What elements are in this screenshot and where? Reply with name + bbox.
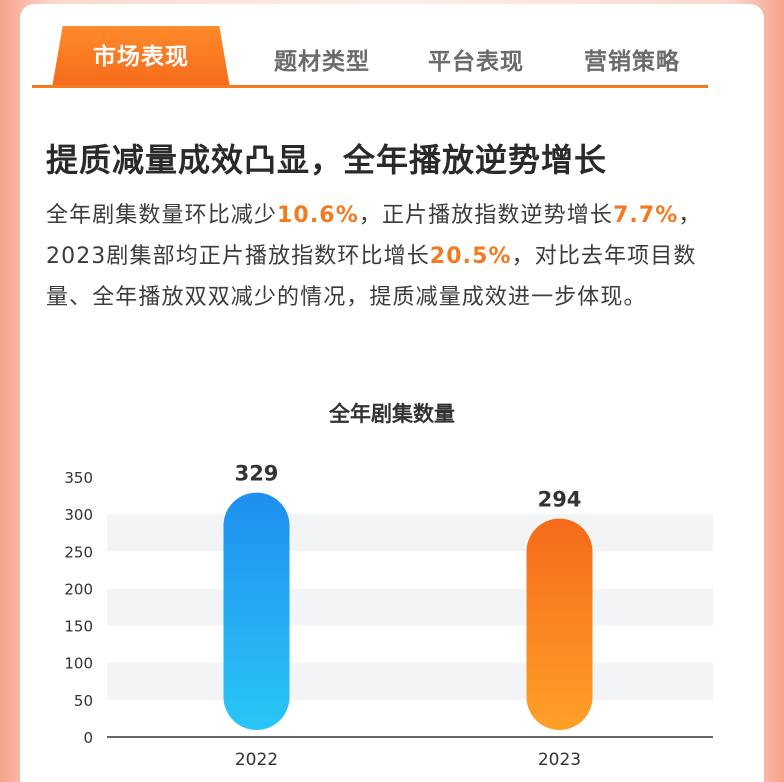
bar-2023 bbox=[526, 518, 593, 730]
tab-platform-performance[interactable]: 平台表现 bbox=[428, 49, 524, 75]
y-tick-label: 0 bbox=[83, 729, 93, 747]
summary-paragraph: 全年剧集数量环比减少10.6%，正片播放指数逆势增长7.7%，2023剧集部均正… bbox=[46, 195, 702, 318]
highlight-play-growth: 7.7% bbox=[612, 203, 679, 228]
highlight-count-change: 10.6% bbox=[277, 203, 359, 228]
grid-band bbox=[107, 588, 713, 626]
headline: 提质减量成效凸显，全年播放逆势增长 bbox=[46, 141, 608, 179]
para-text-3: ，2023剧集部均正片播放指数环比增长 bbox=[46, 203, 702, 269]
tab-underline bbox=[32, 85, 708, 88]
y-tick-label: 150 bbox=[64, 618, 93, 636]
data-label-2022: 329 bbox=[235, 462, 279, 486]
x-tick-label-2022: 2022 bbox=[235, 750, 278, 770]
x-tick-label-2023: 2023 bbox=[538, 750, 581, 770]
y-tick-label: 50 bbox=[74, 692, 93, 710]
para-text-4: ，对比去年项目数量、全年播放双双减少的情况，提质减量成效进一步体现。 bbox=[46, 244, 697, 310]
grid-band bbox=[107, 514, 713, 552]
content-card bbox=[20, 4, 764, 782]
y-tick-label: 100 bbox=[64, 655, 93, 673]
tab-marketing-strategy[interactable]: 营销策略 bbox=[584, 49, 680, 75]
y-tick-label: 300 bbox=[64, 506, 93, 524]
bar-2022 bbox=[223, 492, 290, 730]
para-text-1: 全年剧集数量环比减少 bbox=[46, 203, 278, 228]
y-tick-label: 350 bbox=[64, 469, 93, 487]
data-label-2023: 294 bbox=[538, 488, 582, 512]
grid-band bbox=[107, 662, 713, 700]
para-text-2: ，正片播放指数逆势增长 bbox=[358, 203, 613, 228]
tab-bar: 市场表现 题材类型 平台表现 营销策略 bbox=[32, 26, 708, 88]
tab-genre-type[interactable]: 题材类型 bbox=[274, 49, 370, 75]
y-tick-label: 250 bbox=[64, 543, 93, 561]
highlight-avg-growth: 20.5% bbox=[429, 244, 512, 269]
tab-market-performance[interactable]: 市场表现 bbox=[52, 26, 230, 88]
y-tick-label: 200 bbox=[64, 580, 93, 598]
chart-title: 全年剧集数量 bbox=[329, 402, 455, 426]
